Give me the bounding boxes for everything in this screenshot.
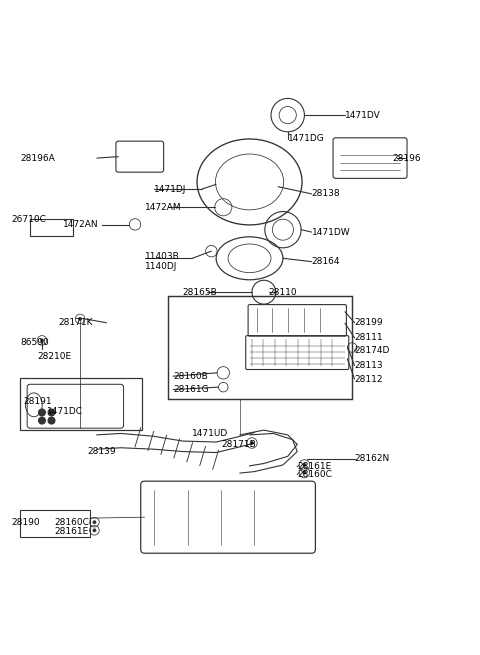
Text: 1471DC: 1471DC <box>47 407 83 415</box>
Circle shape <box>93 520 96 524</box>
Text: 28210E: 28210E <box>37 352 72 361</box>
Bar <box>168 297 352 399</box>
Text: 28160C: 28160C <box>297 470 332 479</box>
Text: 1472AM: 1472AM <box>144 203 181 212</box>
Text: 1471DV: 1471DV <box>345 111 381 120</box>
Circle shape <box>302 463 306 467</box>
Circle shape <box>38 417 45 424</box>
Text: 28111: 28111 <box>355 333 383 343</box>
Text: 86590: 86590 <box>21 338 49 347</box>
Text: 1140DJ: 1140DJ <box>144 262 177 271</box>
Circle shape <box>78 317 82 321</box>
Text: 28171B: 28171B <box>221 440 256 449</box>
Text: 28161E: 28161E <box>54 527 88 536</box>
Text: 28171K: 28171K <box>59 318 93 328</box>
Text: 28139: 28139 <box>87 447 116 456</box>
Text: 1471DG: 1471DG <box>288 134 324 143</box>
Circle shape <box>302 471 306 474</box>
Text: 1471DW: 1471DW <box>312 227 350 236</box>
Text: 28138: 28138 <box>312 189 340 198</box>
Circle shape <box>38 409 45 416</box>
Text: 28113: 28113 <box>355 361 383 370</box>
Circle shape <box>93 529 96 533</box>
Circle shape <box>48 417 55 424</box>
Text: 28160B: 28160B <box>173 371 208 381</box>
Text: 28110: 28110 <box>269 288 297 297</box>
Circle shape <box>250 441 254 445</box>
Bar <box>21 510 90 536</box>
Text: 28191: 28191 <box>23 397 51 406</box>
Text: 11403B: 11403B <box>144 252 180 261</box>
Text: 1472AN: 1472AN <box>63 220 99 229</box>
Text: 26710C: 26710C <box>11 215 46 224</box>
Text: 28161E: 28161E <box>297 462 332 472</box>
Text: 28199: 28199 <box>355 318 383 328</box>
Text: 28196: 28196 <box>393 153 421 162</box>
Bar <box>30 219 73 236</box>
Text: 1471UD: 1471UD <box>192 429 228 438</box>
Text: 28162N: 28162N <box>355 454 390 463</box>
Text: 28161G: 28161G <box>173 385 209 394</box>
Text: 28196A: 28196A <box>21 153 55 162</box>
Text: 28165B: 28165B <box>183 288 217 297</box>
Text: 28160C: 28160C <box>54 517 89 527</box>
Text: 28164: 28164 <box>312 257 340 266</box>
Text: 28190: 28190 <box>11 517 39 527</box>
Text: 28112: 28112 <box>355 375 383 384</box>
Circle shape <box>40 339 44 343</box>
Circle shape <box>48 409 55 416</box>
Text: 28174D: 28174D <box>355 346 390 355</box>
Text: 1471DJ: 1471DJ <box>154 185 186 194</box>
Bar <box>21 378 142 430</box>
